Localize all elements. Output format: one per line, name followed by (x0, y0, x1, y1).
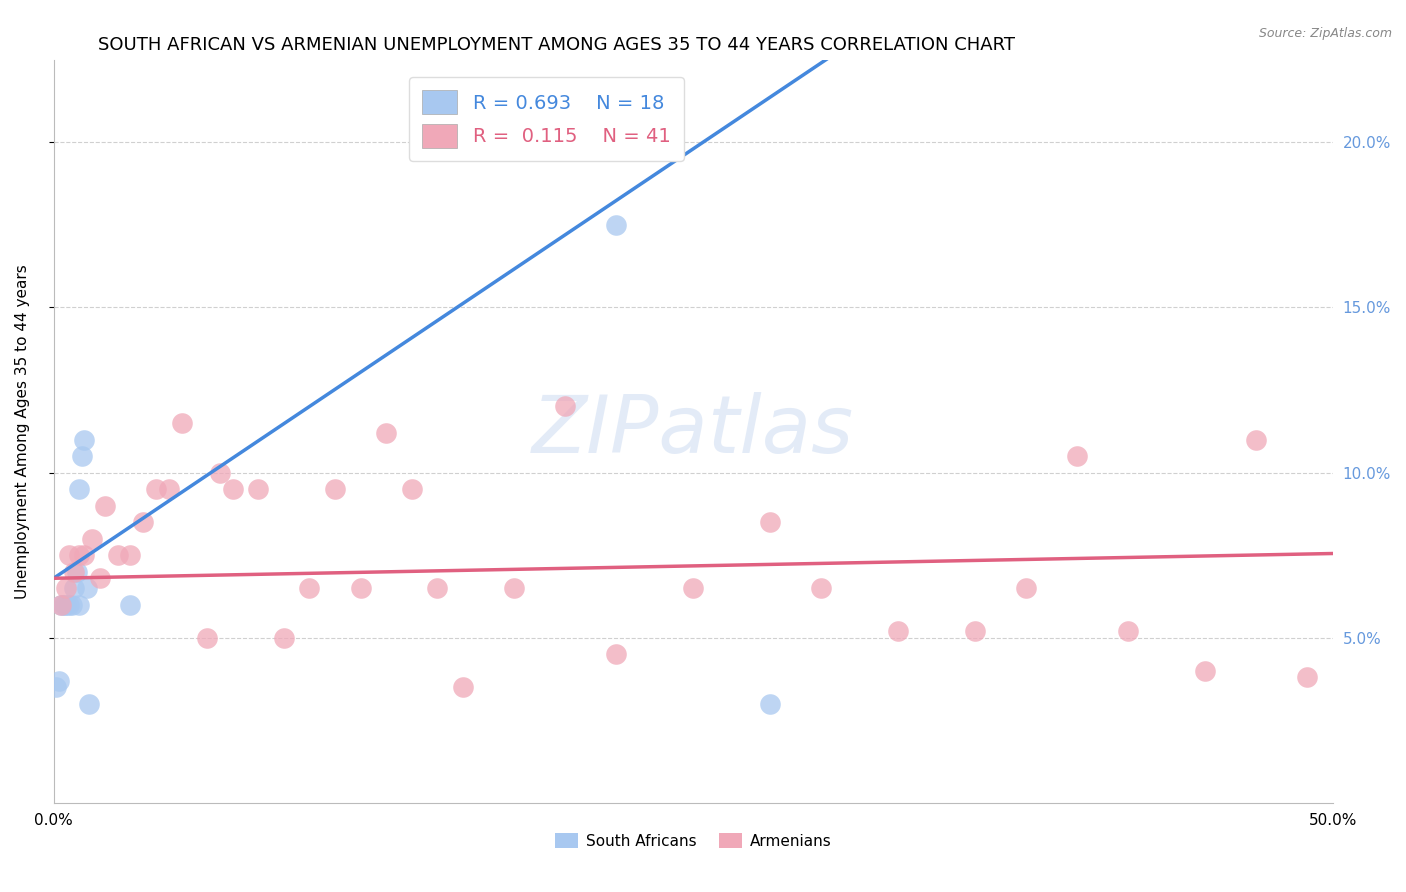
Point (208, 466, 231, 480)
Point (759, 515, 782, 529)
Point (963, 624, 986, 639)
Point (682, 581, 704, 595)
Point (79, 697, 101, 711)
Point (52, 598, 75, 612)
Point (810, 581, 832, 595)
Point (76, 581, 98, 595)
Point (70, 449, 93, 463)
Point (157, 482, 180, 496)
Point (554, 400, 576, 414)
Point (247, 482, 270, 496)
Point (73, 548, 96, 562)
Point (66, 565, 89, 579)
Point (170, 416, 193, 430)
Point (1116, 624, 1139, 639)
Point (48, 673, 70, 688)
Point (63, 581, 86, 595)
Point (73, 433, 96, 447)
Point (67, 548, 90, 562)
Point (298, 581, 321, 595)
Y-axis label: Unemployment Among Ages 35 to 44 years: Unemployment Among Ages 35 to 44 years (15, 264, 30, 599)
Point (51, 598, 73, 612)
Point (58, 548, 80, 562)
Point (887, 624, 910, 639)
Point (605, 218, 627, 232)
Point (605, 647, 627, 661)
Point (67, 598, 90, 612)
Text: SOUTH AFRICAN VS ARMENIAN UNEMPLOYMENT AMONG AGES 35 TO 44 YEARS CORRELATION CHA: SOUTH AFRICAN VS ARMENIAN UNEMPLOYMENT A… (98, 36, 1015, 54)
Point (1244, 433, 1267, 447)
Point (120, 598, 142, 612)
Point (426, 581, 449, 595)
Point (89, 571, 111, 585)
Point (55, 598, 77, 612)
Point (759, 697, 782, 711)
Point (323, 482, 346, 496)
Text: Source: ZipAtlas.com: Source: ZipAtlas.com (1258, 27, 1392, 40)
Point (222, 482, 245, 496)
Point (67, 482, 90, 496)
Point (120, 548, 142, 562)
Legend: South Africans, Armenians: South Africans, Armenians (548, 827, 838, 855)
Point (60, 598, 83, 612)
Point (58, 598, 80, 612)
Point (401, 482, 423, 496)
Point (1296, 670, 1319, 684)
Point (51, 598, 73, 612)
Point (273, 631, 295, 645)
Point (80, 532, 103, 546)
Point (1194, 664, 1216, 678)
Point (195, 631, 218, 645)
Point (107, 548, 129, 562)
Point (132, 515, 155, 529)
Point (1015, 581, 1038, 595)
Point (45, 681, 67, 695)
Point (145, 482, 167, 496)
Point (375, 425, 398, 440)
Point (94, 499, 117, 513)
Point (1066, 449, 1088, 463)
Point (451, 681, 474, 695)
Point (503, 581, 526, 595)
Point (350, 581, 373, 595)
Point (63, 565, 86, 579)
Text: ZIPatlas: ZIPatlas (533, 392, 855, 470)
Point (55, 581, 77, 595)
